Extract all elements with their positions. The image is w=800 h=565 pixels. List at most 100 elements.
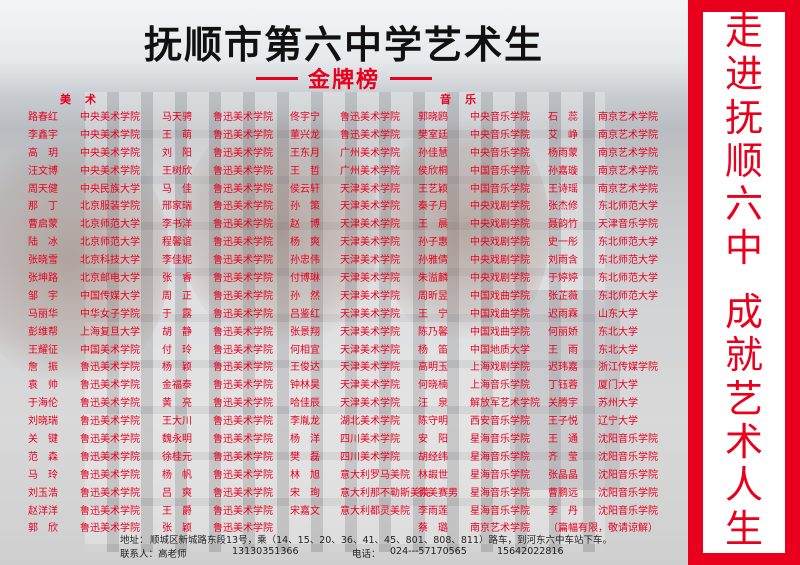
school-name: 沈阳音乐学院	[598, 469, 658, 481]
school-name: 天津美术学院	[340, 308, 400, 320]
student-name: 秦子月	[418, 201, 448, 213]
student-name: 樊室廷	[418, 129, 448, 141]
student-name: 丁钰蓉	[548, 380, 578, 392]
student-name: 高 玥	[28, 147, 58, 159]
tree-shadow-left	[0, 130, 170, 390]
school-name: 鲁迅美术学院	[80, 523, 140, 535]
student-name: 黄 亮	[162, 398, 192, 410]
school-name: 东北大学	[598, 326, 638, 338]
school-name: 东北师范大学	[598, 255, 658, 267]
school-name: 鲁迅美术学院	[340, 129, 400, 141]
school-name: 北京邮电大学	[80, 273, 140, 285]
student-name: 张晓雪	[28, 255, 58, 267]
school-name: 中央音乐学院	[470, 147, 530, 159]
table-row: 詹 振 鲁迅美术学院 杨 颖 鲁迅美术学院 王俊达 天津美术学院 高明玉 上海戏剧学院 迟玮嘉 浙…	[20, 359, 688, 377]
school-name: 鲁迅美术学院	[213, 129, 273, 141]
school-name: 意大利那不勒斯美院	[340, 487, 430, 499]
student-name: 林 旭	[290, 469, 320, 481]
school-name: 中国音乐学院	[470, 183, 530, 195]
subtitle-dash-left	[255, 76, 298, 80]
student-name: 马 佳	[162, 183, 192, 195]
student-name: 程馨谊	[162, 237, 192, 249]
student-name: 吕 爽	[162, 487, 192, 499]
table-row: 高 玥 中央美术学院 刘 阳 鲁迅美术学院 王东月 广州美术学院 孙佳慧 中央音乐学院 杨雨蒙 南…	[20, 145, 688, 163]
student-name: 李书洋	[162, 219, 192, 231]
school-name: 中央美术学院	[80, 112, 140, 123]
school-name: 星海音乐学院	[470, 469, 530, 481]
school-name: 中央音乐学院	[470, 112, 530, 123]
student-name: 张芷薇	[548, 290, 578, 302]
student-name: 曹鹏远	[548, 487, 578, 499]
slogan-char: 走	[724, 9, 763, 54]
school-name: 鲁迅美术学院	[80, 434, 140, 446]
slogan-char: 术	[724, 420, 763, 465]
student-name: 刘 阳	[162, 147, 192, 159]
school-name: 鲁迅美术学院	[213, 165, 273, 177]
student-name: 聂韵竹	[548, 219, 578, 231]
school-name: 厦门大学	[598, 380, 638, 392]
table-row: 路春红 中央美术学院 马天骋 鲁迅美术学院 佟宇宁 鲁迅美术学院 郭晓鸥 中央音乐学院 石 蕊 南…	[20, 109, 688, 127]
student-name: 赵洋洋	[28, 505, 58, 517]
school-name: 中国戏曲学院	[470, 290, 530, 302]
school-name: 意大利都灵美院	[340, 505, 410, 517]
student-name: 朱溢麟	[418, 273, 448, 285]
school-name: 鲁迅美术学院	[213, 147, 273, 159]
student-name: 宋嘉文	[290, 505, 320, 517]
student-name: 付博琳	[290, 273, 320, 285]
building-photo	[85, 92, 605, 552]
student-name: 魏永明	[162, 434, 192, 446]
tree-shadow-center	[180, 110, 380, 350]
table-row: 郭 欣 鲁迅美术学院 张 颖 鲁迅美术学院 蔡 璐 南京艺术学院 （篇幅有限，敬请谅解）	[20, 520, 688, 538]
school-name: 北京科技大学	[80, 255, 140, 267]
school-name: 沈阳音乐学院	[598, 505, 658, 517]
school-name: 上海复旦大学	[80, 326, 140, 338]
table-row: 周天健 中央民族大学 马 佳 鲁迅美术学院 侯云轩 天津美术学院 王艺颖 中国音乐学院 王诗瑶 南…	[20, 181, 688, 199]
page-title: 抚顺市第六中学艺术生	[143, 23, 544, 67]
school-name: 北京服装学院	[80, 201, 140, 213]
school-name: 南京艺术学院	[470, 523, 530, 535]
school-name: 星海音乐学院	[470, 505, 530, 517]
student-name: 李 丹	[548, 505, 578, 517]
school-name: 中国音乐学院	[470, 165, 530, 177]
stone-sign	[510, 290, 620, 490]
school-name: 北京师范大学	[80, 237, 140, 249]
school-name: 东北大学	[598, 344, 638, 356]
student-name: 侯云轩	[290, 183, 320, 195]
student-name: 孙子惠	[418, 237, 448, 249]
side-slogan: 走进抚顺六中成就艺术人生	[703, 12, 785, 553]
student-name: 何相宜	[290, 344, 320, 356]
school-name: 中央美术学院	[80, 147, 140, 159]
school-name: 鲁迅美术学院	[213, 434, 273, 446]
school-name: 中央戏剧学院	[470, 237, 530, 249]
school-name: 东北师范大学	[598, 201, 658, 213]
student-name: 迟雨霖	[548, 308, 578, 320]
student-name: 齐 莹	[548, 451, 578, 463]
student-name: 张晶晶	[548, 469, 578, 481]
school-name: 南京艺术学院	[598, 112, 658, 123]
table-row: 于海伦 鲁迅美术学院 黄 亮 鲁迅美术学院 哈佳辰 天津美术学院 汪 泉 解放军艺术学院 关腾宇…	[20, 395, 688, 413]
student-name: 范 森	[28, 451, 58, 463]
school-name: 鲁迅美术学院	[213, 344, 273, 356]
student-name: 王艺颖	[418, 183, 448, 195]
student-name: 杨 帆	[162, 469, 192, 481]
table-row: 袁 帅 鲁迅美术学院 金福泰 鲁迅美术学院 钟林昊 天津美术学院 何晓楠 上海音乐学院 丁钰蓉 厦…	[20, 377, 688, 395]
student-name: 杨雨蒙	[548, 147, 578, 159]
student-name: 张坤路	[28, 273, 58, 285]
student-name: 张杰修	[548, 201, 578, 213]
school-name: 天津美术学院	[340, 326, 400, 338]
school-name: 广州美术学院	[340, 165, 400, 177]
contact-phone-2: 15642022816	[497, 546, 564, 557]
school-name: 鲁迅美术学院	[213, 219, 273, 231]
tel-number: 024---57170565	[390, 546, 467, 557]
student-name: 王东月	[290, 147, 320, 159]
student-name: 徐美赛男	[418, 487, 458, 499]
slogan-char: 顺	[724, 138, 763, 183]
school-name: 广州美术学院	[340, 147, 400, 159]
school-name: 南京艺术学院	[598, 129, 658, 141]
table-row: 汪文博 中央美术学院 王树欣 鲁迅美术学院 王 哲 广州美术学院 侯欣桐 中国音乐学院 孙嘉璇 南…	[20, 163, 688, 181]
table-row: 曹启蒙 北京师范大学 李书洋 鲁迅美术学院 赵 博 天津美术学院 王 晨 中央戏剧学院 聂韵竹 天…	[20, 216, 688, 234]
student-name: 石 蕊	[548, 112, 578, 123]
student-name: 杨 洋	[290, 434, 320, 446]
student-name: 付 玲	[162, 344, 192, 356]
